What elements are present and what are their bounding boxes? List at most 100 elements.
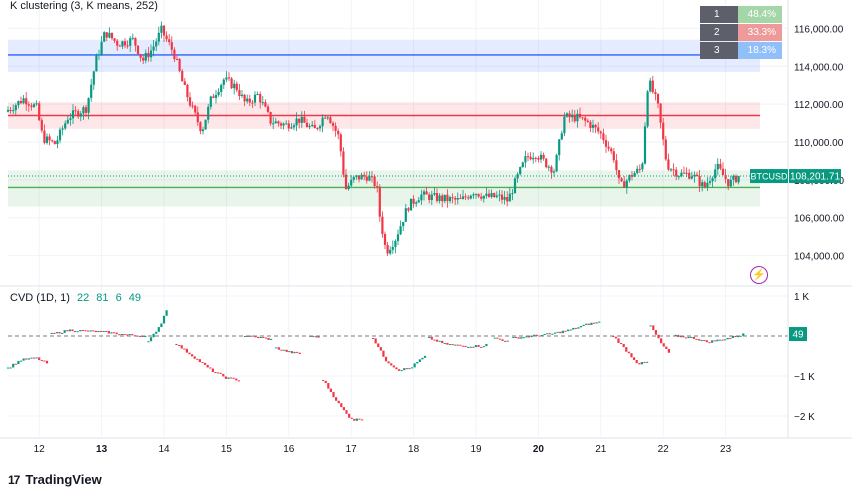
candle-body [248, 98, 251, 103]
cvd-bar [280, 349, 283, 351]
candle-body [51, 140, 54, 142]
cvd-bar [283, 349, 286, 351]
candle-body [95, 55, 98, 72]
candle-body [316, 128, 319, 130]
cvd-study-title[interactable]: CVD (1D, 1) 22 81 6 49 [10, 292, 141, 304]
grid [8, 0, 788, 436]
candle-body [344, 174, 348, 190]
candle-body [649, 80, 652, 92]
candle-body [342, 151, 345, 175]
cvd-bar [579, 325, 583, 328]
cvd-bar [118, 334, 121, 336]
cvd-bar [288, 351, 291, 353]
candle-body [662, 122, 665, 140]
tradingview-logo[interactable]: 17 TradingView [8, 472, 102, 487]
cvd-bar [203, 362, 207, 365]
cvd-bar [739, 335, 742, 337]
cvd-bar [183, 348, 186, 350]
candle-body [459, 198, 462, 200]
cvd-bar [290, 351, 294, 354]
cvd-bar [322, 380, 325, 381]
candle-body [708, 181, 712, 183]
y-tick-label: 116,000.00 [794, 24, 844, 35]
cvd-bar [421, 357, 424, 360]
candle-body [534, 157, 537, 159]
cvd-bar [50, 332, 53, 334]
cvd-bar [123, 334, 126, 336]
candle-body [129, 38, 132, 46]
cvd-bar [525, 336, 528, 338]
cvd-bar [527, 336, 531, 338]
cvd-bar [614, 336, 617, 339]
cvd-bar [38, 357, 41, 361]
candle-body [269, 111, 272, 124]
candle-body [693, 174, 696, 177]
cvd-bar [14, 363, 17, 365]
cvd-bar [55, 332, 58, 334]
lightning-icon[interactable]: ⚡ [750, 266, 768, 284]
cvd-bar [682, 336, 685, 338]
cvd-bar [548, 333, 551, 335]
cvd-bar [350, 417, 353, 419]
cvd-bar [355, 418, 359, 421]
candle-body [12, 110, 15, 112]
cvd-bar [625, 347, 628, 352]
candle-body [40, 120, 43, 131]
cvd-bar [480, 346, 483, 348]
cvd-bar [125, 334, 129, 336]
candle-body [352, 177, 355, 180]
cvd-bar [405, 368, 408, 370]
cvd-bar [53, 332, 56, 334]
candle-body [654, 92, 657, 95]
cvd-bar [224, 376, 227, 379]
cvd-bar [679, 336, 682, 338]
cvd-bar [512, 336, 515, 338]
cvd-bar [635, 360, 638, 364]
x-tick-label: 12 [34, 444, 46, 455]
candle-body [25, 98, 28, 105]
cvd-bar [165, 310, 168, 316]
candle-body [84, 107, 88, 113]
candle-body [204, 119, 207, 130]
candle-body [571, 114, 574, 118]
candle-body [155, 41, 158, 47]
last-price-tag: 108,201.71 [790, 172, 840, 183]
cvd-bar [660, 338, 663, 344]
candle-body [188, 97, 192, 106]
candle-body [732, 175, 735, 180]
cvd-bar [684, 337, 688, 339]
cluster-pct: 48.4% [738, 6, 782, 23]
candle-body [667, 159, 670, 170]
cvd-bar [110, 332, 113, 334]
candle-body [279, 123, 283, 126]
cvd-bar [533, 334, 536, 336]
candle-body [417, 200, 420, 203]
candle-body [230, 78, 233, 89]
cvd-value-2: 81 [96, 292, 109, 304]
candle-body [64, 123, 67, 129]
candle-body [729, 179, 732, 187]
candle-body [357, 175, 361, 180]
main-study-title[interactable]: K clustering (3, K means, 252) [10, 0, 158, 12]
candle-body [474, 193, 478, 195]
cvd-bar [298, 352, 301, 354]
candle-body [677, 176, 680, 178]
cvd-bar [160, 323, 163, 328]
candle-body [326, 117, 329, 119]
cvd-bar [115, 332, 118, 335]
candle-body [581, 117, 584, 119]
cvd-bar [128, 334, 131, 336]
candle-body [464, 196, 467, 198]
candle-body [599, 131, 602, 134]
candle-body [194, 105, 197, 113]
cvd-bar [461, 345, 465, 347]
candle-body [737, 175, 740, 183]
cvd-bar [400, 370, 403, 372]
candle-body [308, 125, 311, 128]
cvd-bar [587, 323, 590, 325]
cvd-bar [464, 345, 467, 348]
cvd-bar [632, 357, 636, 361]
candle-body [149, 50, 153, 58]
x-tick-label: 21 [595, 444, 607, 455]
cvd-bar [395, 367, 398, 370]
